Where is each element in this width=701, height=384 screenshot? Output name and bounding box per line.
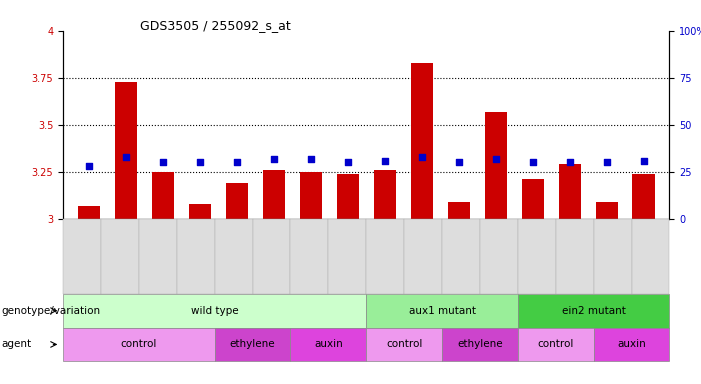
- Text: aux1 mutant: aux1 mutant: [409, 306, 475, 316]
- Text: genotype/variation: genotype/variation: [1, 306, 100, 316]
- Bar: [263, 170, 285, 219]
- Point: [527, 159, 538, 166]
- Point: [83, 163, 95, 169]
- Text: control: control: [386, 339, 423, 349]
- Bar: [226, 183, 248, 219]
- Point: [564, 159, 576, 166]
- Bar: [152, 172, 174, 219]
- Bar: [78, 206, 100, 219]
- Text: ethylene: ethylene: [230, 339, 275, 349]
- Point: [342, 159, 353, 166]
- Bar: [484, 112, 507, 219]
- Text: ein2 mutant: ein2 mutant: [562, 306, 625, 316]
- Point: [157, 159, 168, 166]
- Bar: [411, 63, 433, 219]
- Text: GDS3505 / 255092_s_at: GDS3505 / 255092_s_at: [140, 19, 291, 32]
- Bar: [448, 202, 470, 219]
- Point: [601, 159, 612, 166]
- Bar: [559, 164, 580, 219]
- Point: [453, 159, 464, 166]
- Text: control: control: [538, 339, 574, 349]
- Text: auxin: auxin: [617, 339, 646, 349]
- Point: [638, 157, 649, 164]
- Bar: [596, 202, 618, 219]
- Bar: [336, 174, 359, 219]
- Point: [305, 156, 316, 162]
- Point: [231, 159, 243, 166]
- Bar: [189, 204, 211, 219]
- Point: [121, 154, 132, 160]
- Bar: [632, 174, 655, 219]
- Text: control: control: [121, 339, 157, 349]
- Point: [379, 157, 390, 164]
- Text: wild type: wild type: [191, 306, 238, 316]
- Point: [416, 154, 428, 160]
- Bar: [115, 81, 137, 219]
- Text: auxin: auxin: [314, 339, 343, 349]
- Point: [490, 156, 501, 162]
- Text: ethylene: ethylene: [457, 339, 503, 349]
- Point: [268, 156, 280, 162]
- Text: agent: agent: [1, 339, 32, 349]
- Point: [194, 159, 205, 166]
- Bar: [374, 170, 396, 219]
- Bar: [300, 172, 322, 219]
- Bar: [522, 179, 544, 219]
